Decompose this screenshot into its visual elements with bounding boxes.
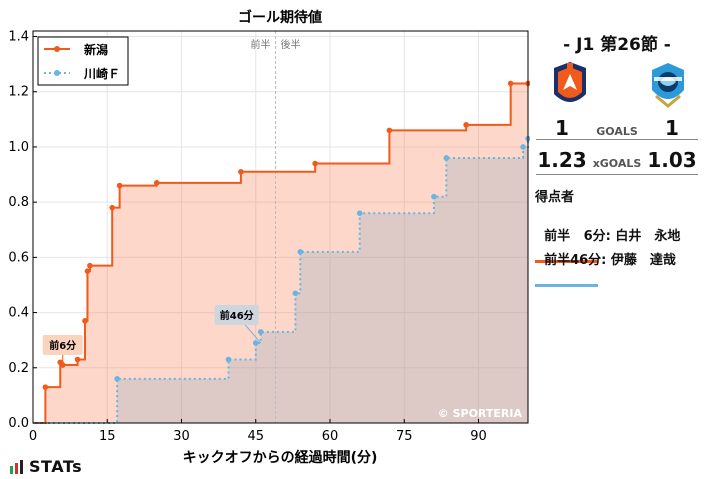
x-tick-label: 75 <box>396 429 413 444</box>
series-point-0 <box>238 168 244 175</box>
series-point-1 <box>252 340 259 346</box>
legend-marker-1 <box>54 70 60 76</box>
xgoals-row: 1.23 xGOALS 1.03 <box>536 148 698 172</box>
series-point-0 <box>153 180 160 186</box>
series-area-0 <box>33 83 528 423</box>
series-point-1 <box>297 249 304 255</box>
legend-box <box>37 36 129 86</box>
goals-label: GOALS <box>596 125 638 138</box>
away-team-crest <box>648 60 688 110</box>
series-area-1 <box>33 138 528 423</box>
x-tick-label: 90 <box>470 429 487 444</box>
stats-logo-icon <box>10 459 23 474</box>
series-point-1 <box>257 329 264 335</box>
x-tick-label: 0 <box>29 429 37 444</box>
series-point-0 <box>84 268 91 274</box>
series-point-1 <box>431 193 437 200</box>
scorers-title: 得点者 <box>535 190 575 205</box>
x-tick-label: 45 <box>247 429 264 444</box>
series-point-0 <box>312 160 318 167</box>
annotation-label: 前6分 <box>49 339 76 352</box>
series-point-0 <box>42 384 49 390</box>
xg-timeline-chart: ゴール期待値 前半 後半 0 15 30 45 60 75 90 0.0 0.2 0.4 0.6 0.8… <box>8 9 530 466</box>
series-point-0 <box>463 122 469 128</box>
xgoals-label: xGOALS <box>592 157 642 170</box>
y-tick-label: 0.4 <box>8 306 29 321</box>
halftime-label-first: 前半 <box>251 38 271 51</box>
scorer-away: 前半46分: 伊藤 達哉 <box>535 234 676 287</box>
legend-marker-0 <box>54 46 60 52</box>
y-tick-label: 0.8 <box>8 195 29 210</box>
x-axis-label: キックオフからの経過時間(分) <box>183 449 378 466</box>
series-point-1 <box>520 144 526 150</box>
series-point-0 <box>59 362 66 368</box>
x-tick-label: 60 <box>322 429 339 444</box>
divider <box>536 174 698 175</box>
halftime-line: 前半 後半 <box>251 31 301 423</box>
series-point-1 <box>292 290 299 297</box>
halftime-label-second: 後半 <box>281 38 301 51</box>
y-tick-label: 0.6 <box>8 250 29 265</box>
annotations: 前6分 前46分 <box>42 304 262 366</box>
y-tick-label: 1.0 <box>8 140 29 155</box>
chart-title: ゴール期待値 <box>238 9 322 26</box>
annotation-box <box>214 304 259 325</box>
away-xg: 1.03 <box>647 148 697 172</box>
plot-frame <box>32 30 529 424</box>
annotation-label: 前46分 <box>220 309 254 322</box>
y-tick-label: 1.4 <box>8 30 29 45</box>
series-point-1 <box>443 155 450 161</box>
home-team-crest <box>550 60 590 110</box>
stats-logo: STATs <box>10 457 82 476</box>
legend-label-0: 新潟 <box>84 42 108 57</box>
series-point-0 <box>116 182 123 189</box>
watermark: © SPORTERIA <box>438 407 523 420</box>
home-goals: 1 <box>555 116 569 140</box>
scorer-text: 前半 6分: 白井 永地 <box>544 229 681 244</box>
annotation-box <box>42 335 83 356</box>
y-tick-label: 1.2 <box>8 85 29 100</box>
divider <box>536 139 698 140</box>
stats-logo-text: STATs <box>29 457 83 476</box>
matchday-title: - J1 第26節 - <box>563 35 671 55</box>
scorer-text: 前半46分: 伊藤 達哉 <box>544 253 676 268</box>
series-point-0 <box>82 318 88 324</box>
y-tick-label: 0.0 <box>8 416 29 431</box>
series-point-1 <box>225 356 232 363</box>
series-point-0 <box>507 80 514 87</box>
home-underline <box>535 260 598 263</box>
grid <box>32 31 528 424</box>
y-tick-label: 0.2 <box>8 361 29 376</box>
series-point-1 <box>356 210 363 216</box>
legend-label-1: 川崎Ｆ <box>83 66 120 81</box>
series-point-0 <box>109 204 115 211</box>
x-tick-label: 15 <box>99 429 116 444</box>
axes: 0 15 30 45 60 75 90 0.0 0.2 0.4 0.6 0.8 1.0 1.2 1.4 <box>8 30 529 444</box>
series-points <box>42 80 530 390</box>
away-underline <box>535 284 598 287</box>
series-point-0 <box>386 127 393 134</box>
away-goals: 1 <box>665 116 679 140</box>
area-fills <box>33 83 528 423</box>
goals-row: 1 GOALS 1 <box>536 116 698 140</box>
series-point-1 <box>114 376 120 382</box>
scorer-home: 前半 6分: 白井 永地 <box>535 210 681 263</box>
series-point-0 <box>87 262 93 269</box>
series-point-0 <box>74 356 81 363</box>
home-xg: 1.23 <box>537 148 587 172</box>
x-tick-label: 30 <box>173 429 190 444</box>
